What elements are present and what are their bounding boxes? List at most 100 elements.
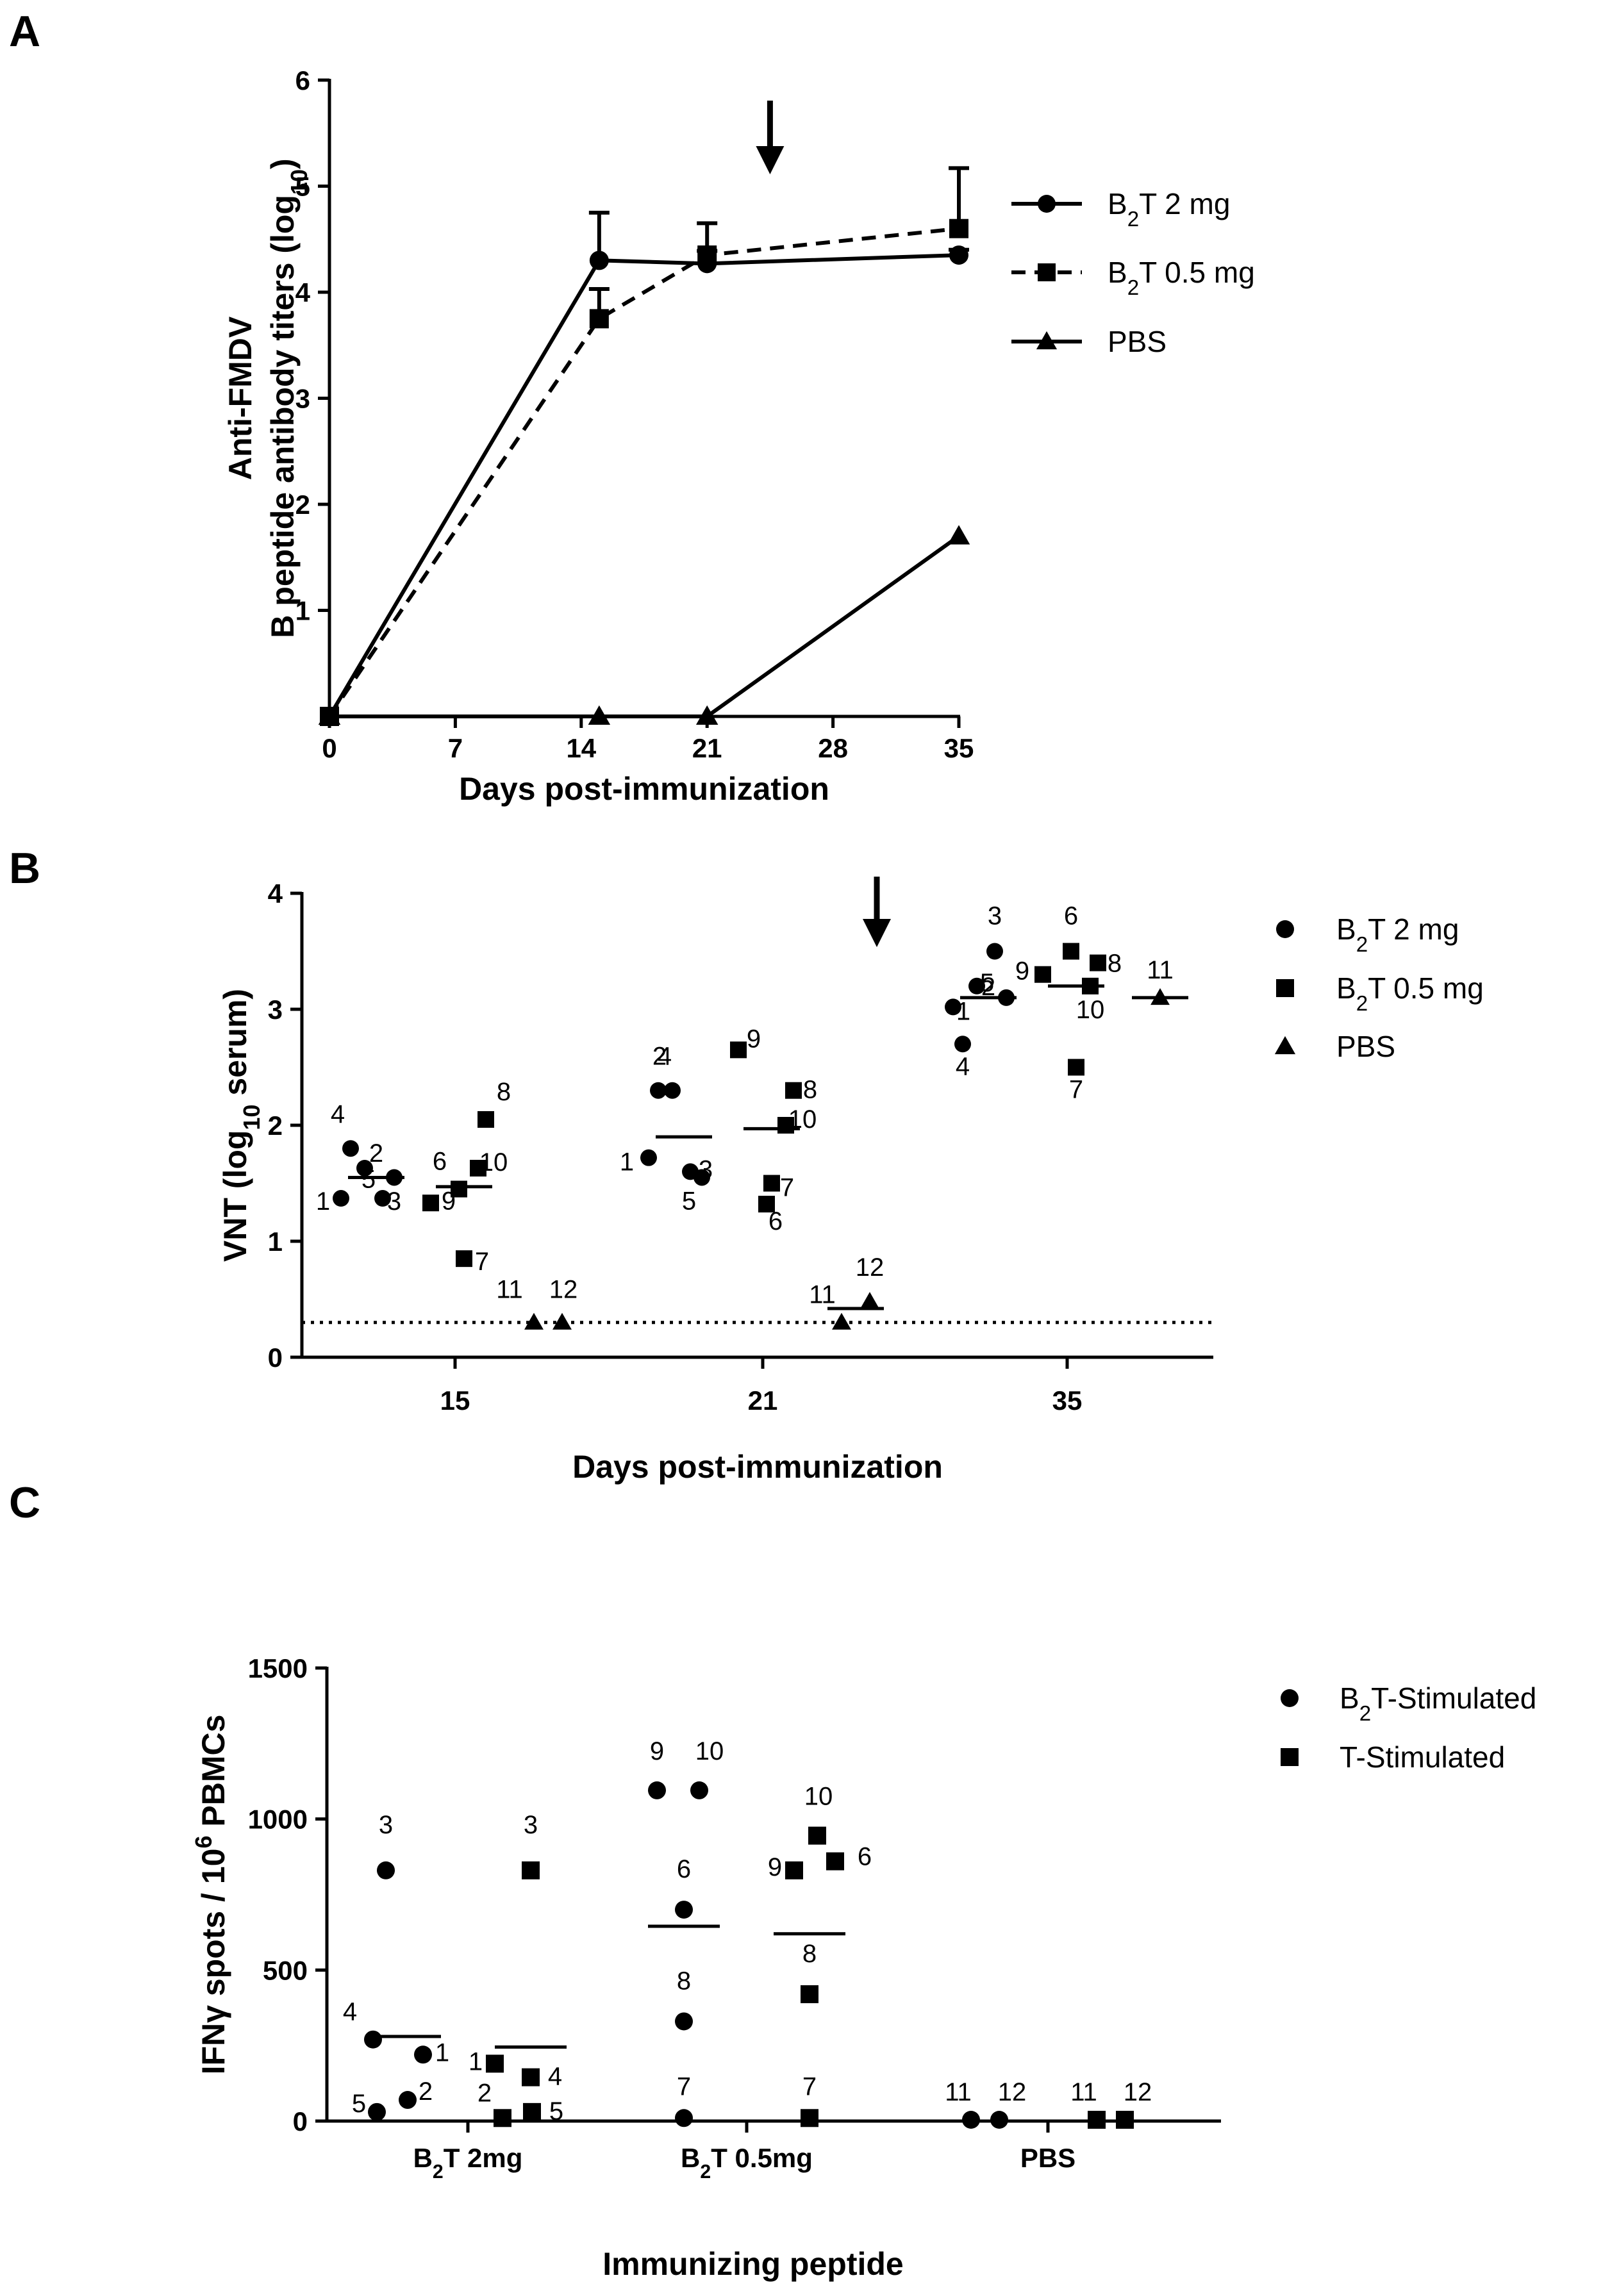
data-point [947,525,970,545]
point-id-label: 5 [549,2097,563,2126]
data-point [730,1041,747,1059]
data-point [374,1190,391,1207]
data-point [522,2068,540,2086]
point-id-label: 12 [998,2078,1027,2106]
data-point [342,1140,359,1157]
point-id-label: 4 [331,1100,345,1128]
y-axis-title-line2: B peptide antibody titers (log10) [265,158,312,638]
y-tick-label: 500 [263,1955,308,1985]
data-point [478,1111,494,1128]
point-id-label: 7 [475,1248,489,1276]
data-point [801,2109,818,2127]
panel-c-chart: 0 500 1000 1500 B2T 2mg B2T 0.5mg PBS Immunizin… [190,1653,1537,2282]
data-point [675,1901,693,1919]
data-point [377,1861,395,1879]
point-id-label: 4 [956,1052,970,1080]
legend-label: B2T 0.5 mg [1336,971,1484,1016]
point-id-label: 9 [768,1853,782,1881]
x-tick-label: B2T 0.5mg [681,2143,813,2183]
legend-marker [1281,1748,1299,1766]
x-axis-title: Immunizing peptide [602,2246,903,2282]
x-tick-label: 15 [440,1385,470,1416]
series-line [328,253,959,718]
data-point [523,2102,541,2121]
data-point [949,219,968,238]
point-id-label: 5 [682,1187,696,1215]
x-tick-label: 35 [944,733,974,763]
data-point [694,1169,710,1186]
data-point [954,1036,971,1053]
data-point [832,1312,851,1330]
point-id-label: 3 [387,1187,401,1216]
data-point [986,943,1003,960]
legend-label: PBS [1108,325,1167,358]
legend-marker [1281,1689,1299,1707]
point-id-label: 8 [497,1078,511,1106]
x-tick-label: 0 [322,733,336,763]
y-tick-label: 2 [295,490,310,520]
data-point [962,2111,980,2129]
y-tick-label: 1 [295,596,310,626]
data-point [1063,943,1079,960]
data-point [968,977,985,995]
point-id-label: 6 [858,1843,872,1871]
point-id-label: 9 [747,1025,761,1053]
data-point [368,2102,386,2121]
point-id-label: 12 [549,1276,578,1304]
y-tick-label: 0 [268,1342,283,1373]
series-line [328,226,959,718]
legend-label: B2T 2 mg [1108,187,1230,231]
legend-marker [1036,331,1058,350]
x-axis-title: Days post-immunization [572,1449,943,1485]
legend-label: B2T 0.5 mg [1108,256,1255,300]
data-point [494,2109,511,2127]
y-axis-title-line1: Anti-FMDV [222,316,258,480]
data-point [552,1312,572,1330]
legend-marker [1276,979,1294,997]
data-point [763,1175,780,1192]
panel-letter-a: A [9,7,40,56]
point-id-label: 2 [369,1139,383,1168]
data-point [422,1194,439,1212]
x-tick-label: B2T 2mg [413,2143,523,2183]
legend-label: B2T-Stimulated [1340,1681,1536,1726]
point-id-label: 4 [548,2063,562,2091]
point-id-label: 1 [620,1148,634,1177]
point-id-label: 6 [768,1207,783,1235]
point-id-label: 1 [956,997,970,1025]
y-tick-label: 5 [295,172,310,202]
panel-a-chart: 0 7 14 21 28 35 1 2 3 4 5 6 Days post-immunization An… [222,65,1255,807]
point-id-label: 8 [1108,950,1122,978]
data-point [826,1852,844,1871]
legend-label: T-Stimulated [1340,1740,1505,1774]
data-point [414,2045,432,2064]
point-id-label: 8 [802,1940,817,1968]
point-id-label: 6 [677,1855,691,1883]
data-point [364,2030,382,2049]
series-line [329,534,960,718]
data-point [588,705,611,725]
point-id-label: 10 [479,1148,508,1177]
panel-letter-c: C [9,1478,40,1527]
data-point [801,1985,818,2004]
data-point [777,1117,794,1134]
data-point [1116,2111,1134,2129]
point-id-label: 3 [379,1811,393,1839]
point-id-label: 4 [343,1998,357,2026]
data-point [1068,1059,1084,1076]
point-id-label: 7 [1069,1076,1083,1104]
data-point [695,705,718,725]
data-point [399,2091,417,2110]
point-id-label: 1 [435,2038,449,2067]
point-id-label: 11 [945,2078,972,2106]
x-axis-title: Days post-immunization [459,771,829,807]
panel-letter-b: B [9,844,40,893]
data-point [640,1149,657,1166]
booster-arrow-head [756,146,785,174]
point-id-label: 12 [1124,2078,1152,2106]
y-tick-label: 1000 [248,1805,308,1835]
x-tick-label: 14 [566,733,596,763]
x-tick-label: 21 [748,1385,778,1416]
